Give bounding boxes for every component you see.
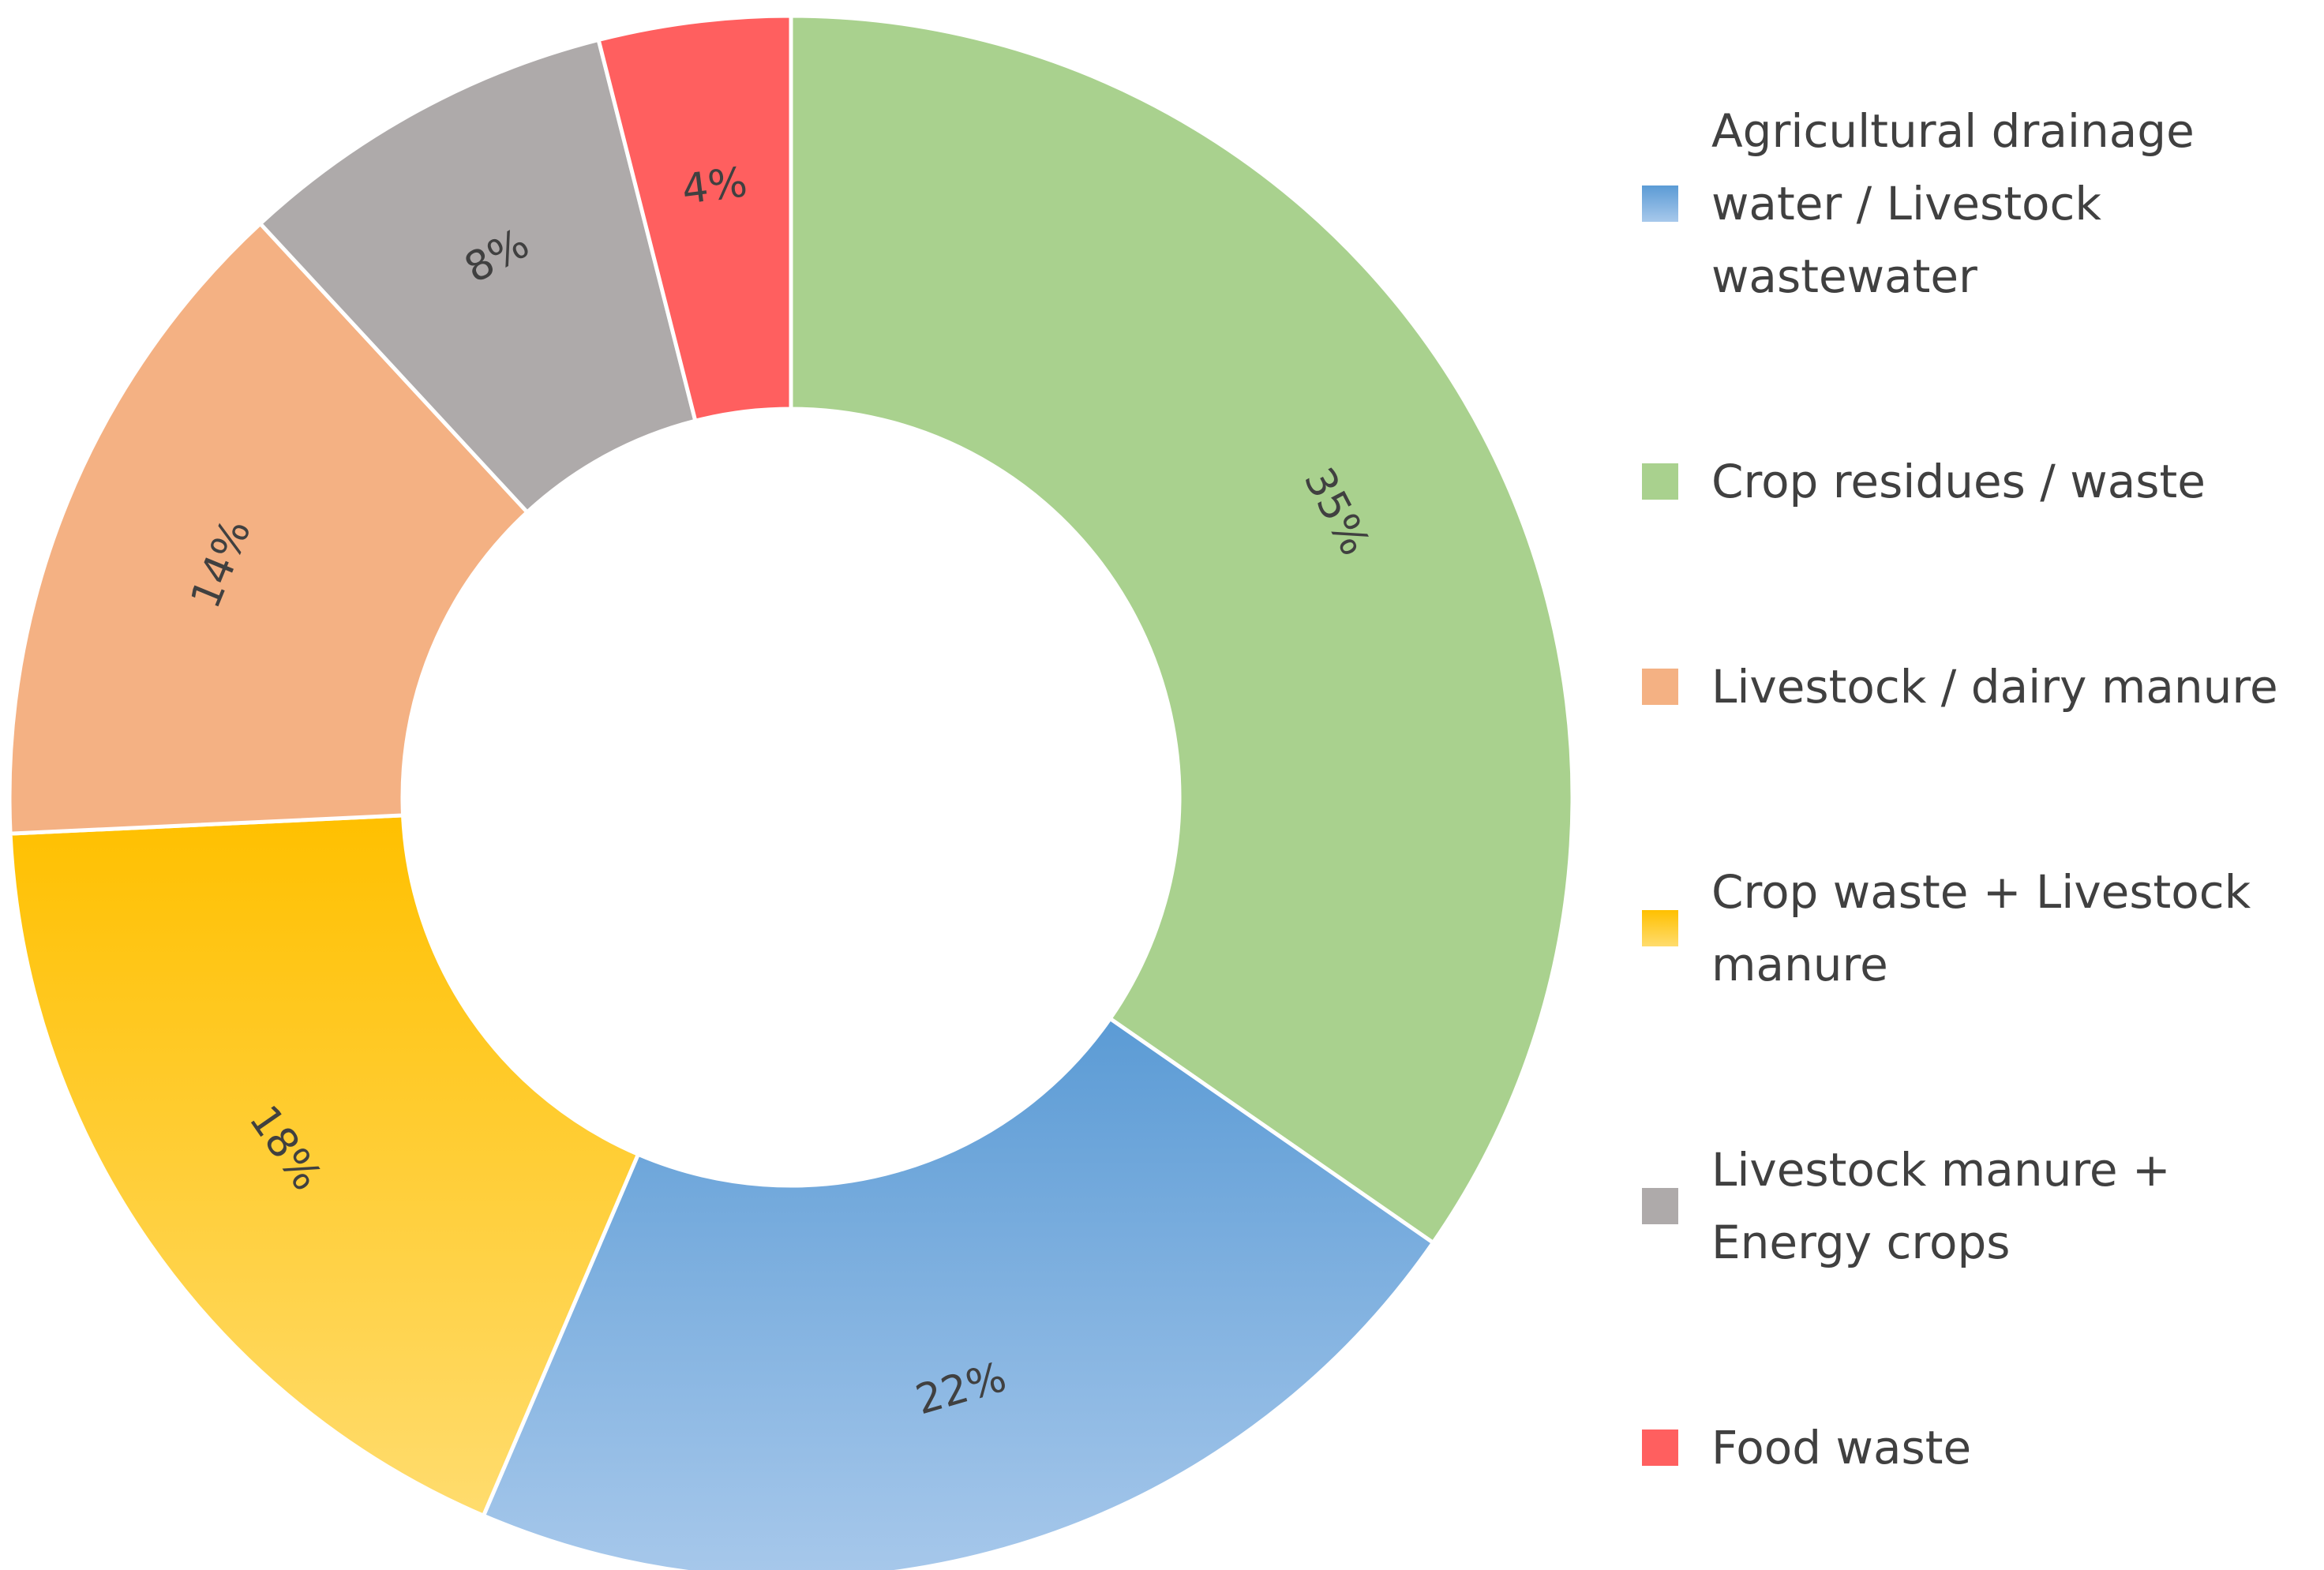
slice-crop-residues-waste [789, 13, 1575, 1246]
donut-slices [7, 13, 1575, 1570]
legend-label-food-waste: Food waste [1711, 1421, 1972, 1474]
slice-label-food-waste: 4% [680, 159, 750, 214]
donut-chart: 35%22%18%14%8%4% [7, 13, 1575, 1570]
legend-swatch-food-waste [1642, 1429, 1678, 1466]
legend-item-crop-waste-livestock-manure: Crop waste + Livestock manure [1642, 856, 2321, 1001]
slice-crop-waste-livestock-manure [8, 813, 641, 1519]
legend-label-crop-waste-livestock-manure: Crop waste + Livestock manure [1711, 865, 2251, 991]
legend-item-crop-residues-waste: Crop residues / waste [1642, 445, 2321, 518]
legend-swatch-agricultural-drainage-water-livestock-wastewater [1642, 185, 1678, 222]
legend-swatch-livestock-dairy-manure [1642, 669, 1678, 705]
legend-swatch-livestock-manure-energy-crops [1642, 1188, 1678, 1224]
legend-swatch-crop-residues-waste [1642, 463, 1678, 500]
slice-livestock-dairy-manure [7, 220, 530, 836]
slice-food-waste [596, 13, 793, 424]
legend-swatch-crop-waste-livestock-manure [1642, 910, 1678, 946]
legend-item-agricultural-drainage-water-livestock-wastewater: Agricultural drainage water / Livestock … [1642, 95, 2321, 313]
legend-item-livestock-manure-energy-crops: Livestock manure + Energy crops [1642, 1133, 2321, 1279]
slice-livestock-manure-energy-crops [257, 37, 698, 515]
slice-agricultural-drainage-water-livestock-wastewater [481, 1015, 1436, 1570]
legend-label-livestock-dairy-manure: Livestock / dairy manure [1711, 660, 2278, 714]
legend-item-food-waste: Food waste [1642, 1411, 2321, 1484]
legend-label-agricultural-drainage-water-livestock-wastewater: Agricultural drainage water / Livestock … [1711, 104, 2195, 303]
legend-item-livestock-dairy-manure: Livestock / dairy manure [1642, 650, 2321, 723]
legend-label-livestock-manure-energy-crops: Livestock manure + Energy crops [1711, 1143, 2171, 1269]
chart-legend: Agricultural drainage water / Livestock … [1642, 95, 2321, 1484]
legend-label-crop-residues-waste: Crop residues / waste [1711, 455, 2206, 508]
